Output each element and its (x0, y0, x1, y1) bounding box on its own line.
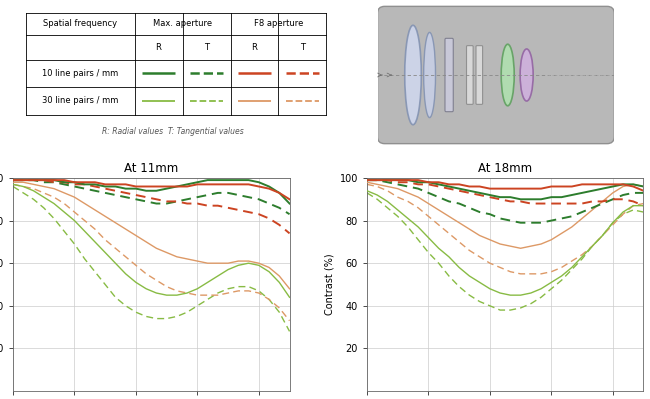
Text: 10 line pairs / mm: 10 line pairs / mm (42, 69, 118, 78)
Ellipse shape (405, 25, 421, 125)
Text: 30 line pairs / mm: 30 line pairs / mm (42, 97, 118, 105)
Text: R: R (252, 43, 257, 52)
Ellipse shape (501, 44, 514, 106)
Ellipse shape (520, 49, 533, 101)
FancyBboxPatch shape (467, 45, 473, 105)
Text: T: T (204, 43, 209, 52)
Text: Spatial frequency: Spatial frequency (43, 19, 117, 28)
FancyBboxPatch shape (378, 6, 614, 144)
Y-axis label: Contrast (%): Contrast (%) (324, 254, 334, 315)
Text: R: Radial values  T: Tangential values: R: Radial values T: Tangential values (102, 127, 244, 136)
Title: At 18mm: At 18mm (478, 162, 532, 176)
Text: R: R (155, 43, 161, 52)
Ellipse shape (424, 32, 436, 118)
Text: T: T (300, 43, 305, 52)
Title: At 11mm: At 11mm (124, 162, 178, 176)
FancyBboxPatch shape (445, 38, 453, 112)
Text: Max. aperture: Max. aperture (153, 19, 212, 28)
FancyBboxPatch shape (476, 45, 482, 105)
Text: F8 aperture: F8 aperture (254, 19, 303, 28)
